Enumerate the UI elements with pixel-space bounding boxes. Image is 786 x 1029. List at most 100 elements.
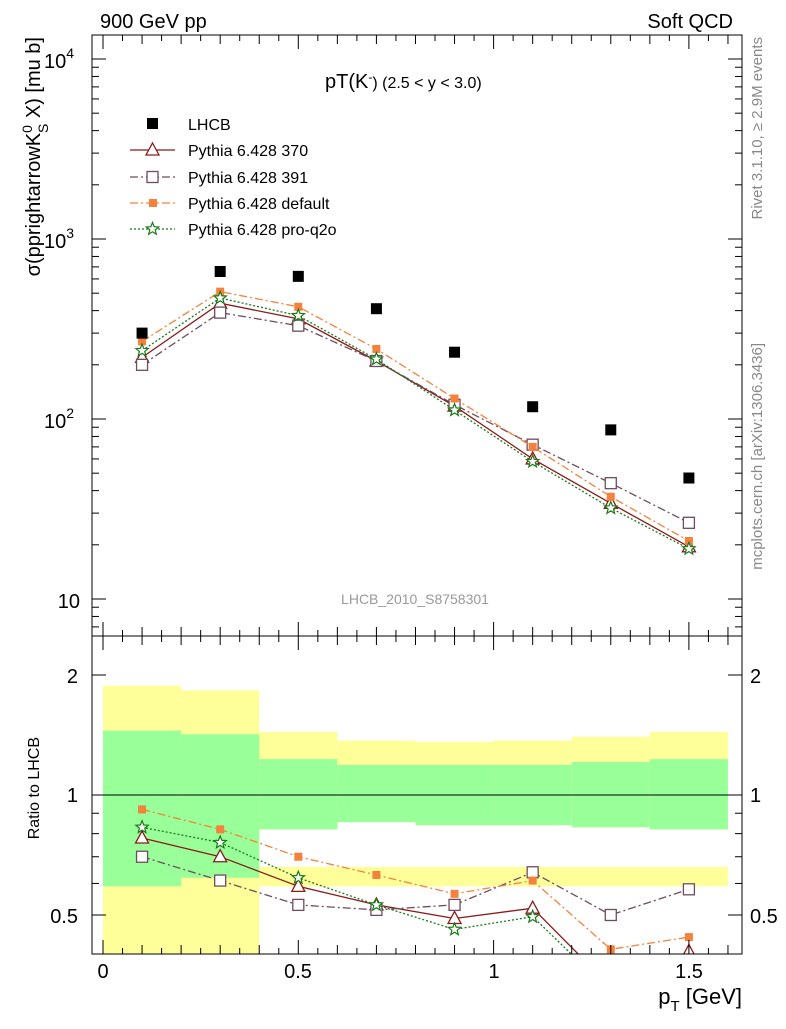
main-point-pq2o-4 bbox=[446, 401, 463, 417]
main-point-lhcb-1 bbox=[214, 265, 226, 277]
main-point-pq2o-1 bbox=[212, 289, 228, 305]
legend-marker-p391 bbox=[146, 170, 159, 184]
legend-label-p391: Pythia 6.428 391 bbox=[188, 170, 308, 187]
ratio-y-tick-labels-right: 2 1 0.5 bbox=[750, 666, 778, 928]
ratio-point-pq2o-1 bbox=[212, 834, 228, 850]
ratio-point-p391-1 bbox=[214, 874, 227, 887]
ratio-plot-series bbox=[134, 805, 696, 998]
legend-label-pq2o: Pythia 6.428 pro-q2o bbox=[188, 222, 337, 239]
ratio-line-p370 bbox=[141, 837, 690, 954]
main-line-p391 bbox=[141, 311, 690, 524]
main-point-lhcb-6 bbox=[605, 424, 617, 436]
analysis-id-watermark: LHCB_2010_S8758301 bbox=[341, 591, 489, 607]
main-point-lhcb-2 bbox=[292, 270, 304, 282]
ratio-y-tick-label-2: 2 bbox=[67, 666, 78, 688]
header-right-label: Soft QCD bbox=[647, 11, 733, 33]
main-line-pq2o bbox=[141, 297, 690, 550]
main-line-pdefault bbox=[141, 290, 690, 542]
main-y-axis-label: σ(pprightarrowK0S X) [mu b] bbox=[19, 37, 51, 276]
ratio-point-pdefault-2 bbox=[294, 852, 303, 861]
ratio-point-pq2o-5 bbox=[524, 908, 541, 924]
ratio-point-p391-4 bbox=[448, 898, 461, 912]
x-tick-label-0.5: 0.5 bbox=[284, 961, 312, 983]
main-point-p391-2 bbox=[292, 319, 305, 332]
header-left-label: 900 GeV pp bbox=[100, 11, 207, 33]
main-y-tick-labels: 10 102 103 104 bbox=[44, 45, 80, 613]
legend-marker-pdefault bbox=[149, 199, 157, 207]
ratio-point-pdefault-0 bbox=[138, 805, 147, 814]
ratio-point-pq2o-2 bbox=[290, 869, 307, 885]
main-point-pdefault-5 bbox=[528, 442, 537, 451]
ratio-point-p391-2 bbox=[292, 898, 305, 912]
main-point-pq2o-7 bbox=[681, 540, 697, 556]
green-band-bin-2 bbox=[259, 759, 338, 830]
ratio-line-pq2o bbox=[141, 826, 573, 954]
main-line-p370 bbox=[141, 302, 690, 548]
ratio-point-pdefault-7 bbox=[684, 933, 693, 942]
legend-marker-pq2o bbox=[144, 220, 161, 236]
main-point-p391-1 bbox=[214, 306, 227, 319]
main-point-pq2o-6 bbox=[603, 499, 619, 515]
main-point-lhcb-0 bbox=[136, 327, 148, 339]
ratio-y-tick-label-right-1: 1 bbox=[750, 785, 761, 807]
legend-label-pdefault: Pythia 6.428 default bbox=[188, 196, 330, 213]
ratio-point-pdefault-4 bbox=[450, 889, 459, 898]
mcplots-label: mcplots.cern.ch [arXiv:1306.3436] bbox=[749, 343, 766, 570]
yellow-band-lower-extra bbox=[259, 866, 728, 887]
legend-label-lhcb: LHCB bbox=[188, 117, 231, 134]
ratio-point-pq2o-4 bbox=[446, 921, 463, 937]
ratio-line-pdefault bbox=[141, 808, 690, 950]
x-tick-label-1: 1 bbox=[488, 961, 499, 983]
ratio-point-pq2o-0 bbox=[134, 819, 150, 834]
ratio-point-p370-2 bbox=[290, 877, 306, 892]
main-y-tick-label-100: 102 bbox=[44, 405, 74, 433]
main-point-pdefault-2 bbox=[294, 302, 303, 311]
ratio-y-tick-label-1: 1 bbox=[67, 785, 78, 807]
main-point-p391-6 bbox=[604, 477, 617, 490]
rivet-version-label: Rivet 3.1.10, ≥ 2.9M events bbox=[749, 37, 766, 220]
main-point-pdefault-3 bbox=[372, 344, 381, 353]
ratio-point-p370-0 bbox=[134, 829, 150, 844]
ratio-uncertainty-bands bbox=[103, 685, 728, 954]
main-point-pq2o-3 bbox=[368, 351, 385, 366]
legend-marker-lhcb bbox=[147, 118, 158, 129]
legend-marker-p370 bbox=[144, 141, 161, 156]
x-tick-label-0: 0 bbox=[97, 961, 108, 983]
ratio-y-tick-label-right-2: 2 bbox=[750, 666, 761, 688]
plot-title: pT(K-) (2.5 < y < 3.0) bbox=[325, 70, 482, 93]
main-point-lhcb-3 bbox=[370, 303, 382, 315]
main-point-pq2o-5 bbox=[524, 453, 541, 469]
main-y-tick-label-1000: 103 bbox=[44, 225, 74, 253]
ratio-point-p391-5 bbox=[526, 866, 539, 879]
x-axis-label: pT [GeV] bbox=[658, 984, 742, 1015]
main-point-pdefault-0 bbox=[138, 337, 147, 346]
ratio-point-p370-6 bbox=[604, 980, 617, 992]
x-tick-label-1.5: 1.5 bbox=[675, 961, 703, 983]
main-point-pq2o-0 bbox=[134, 342, 150, 358]
ratio-y-tick-label-0.5: 0.5 bbox=[50, 906, 78, 928]
ratio-point-p370-1 bbox=[212, 848, 228, 863]
ratio-point-pdefault-3 bbox=[372, 870, 381, 879]
main-y-tick-label-10000: 104 bbox=[44, 45, 74, 73]
green-band-bin-7 bbox=[649, 759, 728, 830]
green-band-bin-3 bbox=[337, 764, 416, 823]
ratio-point-p391-7 bbox=[682, 883, 696, 896]
main-point-lhcb-4 bbox=[449, 346, 461, 358]
main-point-lhcb-5 bbox=[527, 401, 539, 413]
main-plot-series bbox=[134, 265, 697, 556]
main-point-p391-0 bbox=[135, 358, 149, 371]
main-point-pq2o-2 bbox=[290, 307, 307, 323]
ratio-point-p391-6 bbox=[604, 908, 617, 922]
ratio-point-pdefault-5 bbox=[528, 876, 537, 885]
ratio-point-pq2o-6 bbox=[605, 986, 617, 998]
main-point-pdefault-6 bbox=[606, 492, 615, 501]
legend-label-p370: Pythia 6.428 370 bbox=[188, 143, 308, 160]
axis-ticks bbox=[92, 35, 742, 954]
main-point-lhcb-7 bbox=[683, 472, 695, 484]
ratio-point-p391-0 bbox=[135, 850, 149, 863]
x-tick-labels: 0 0.5 1 1.5 bbox=[97, 961, 702, 983]
main-point-pdefault-4 bbox=[450, 394, 459, 403]
main-y-tick-label-10: 10 bbox=[58, 591, 80, 613]
ratio-y-tick-label-right-0.5: 0.5 bbox=[750, 906, 778, 928]
